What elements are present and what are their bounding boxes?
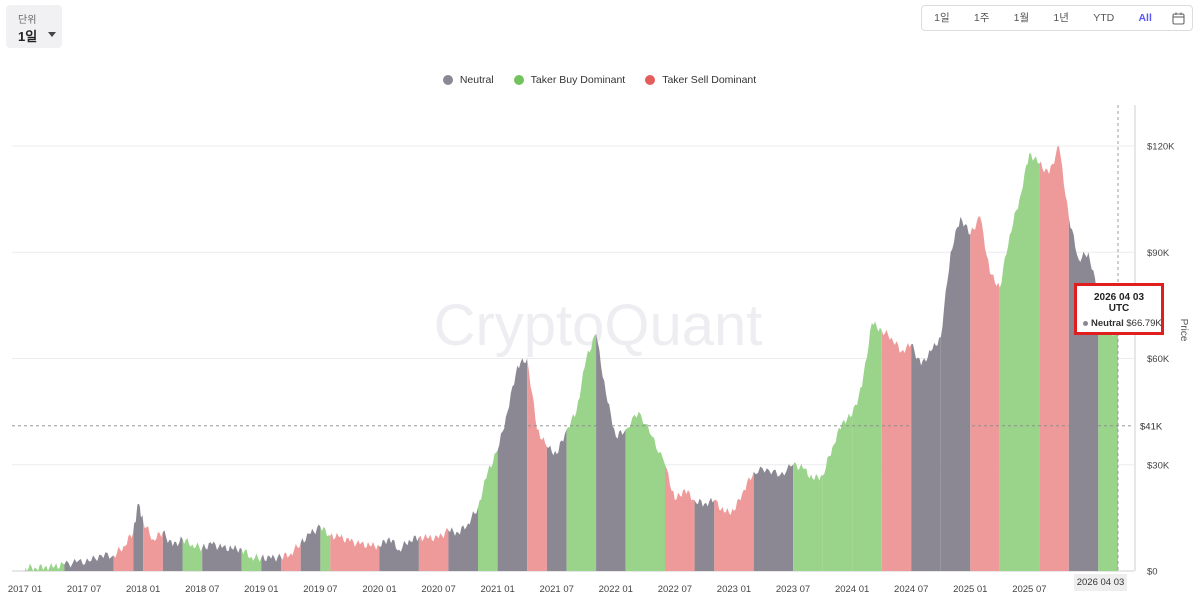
legend-dot-neutral [442,75,453,85]
legend-label-taker-buy: Taker Buy Dominant [530,74,626,86]
price-area-segment [566,333,597,571]
y-tick-label: $30K [1147,460,1170,471]
price-area-segment [665,464,695,571]
tooltip-value: $66.79K [1126,318,1162,329]
legend-label-taker-sell: Taker Sell Dominant [662,74,757,86]
chart-legend: Neutral Taker Buy Dominant Taker Sell Do… [0,74,1199,86]
x-tick-label: 2022 07 [658,584,692,595]
x-tick-label: 2025 01 [953,584,987,595]
x-tick-label: 2023 01 [717,584,751,595]
caret-down-icon[interactable] [48,32,56,37]
unit-value[interactable]: 1일 [18,29,38,44]
y-tick-label: $0 [1147,567,1158,578]
price-area-segment [881,329,912,571]
price-area-segment [25,562,65,572]
price-area-segment [822,413,853,571]
legend-item-neutral[interactable]: Neutral [442,74,494,86]
price-area-segment [418,527,449,571]
price-area-segment [694,497,715,571]
range-ytd-button[interactable]: YTD [1093,12,1115,24]
price-area-segment [497,358,528,571]
range-1w-button[interactable]: 1주 [973,12,990,24]
y-tick-label: $60K [1147,354,1170,365]
crosshair-date-label: 2026 04 03 [1074,574,1127,591]
price-area-segment [64,552,114,571]
price-area-segment [911,337,941,571]
price-area-segment [281,542,301,571]
hover-tooltip: 2026 04 03 UTC Neutral $66.79K [1074,283,1164,335]
price-area-segment [478,450,498,571]
x-tick-label: 2019 07 [303,584,337,595]
price-area-segment [182,538,203,571]
price-area-segment [970,216,1000,571]
unit-selector[interactable]: 단위 1일 [6,5,62,48]
x-tick-label: 2025 07 [1012,584,1046,595]
x-tick-label: 2021 01 [480,584,514,595]
unit-label: 단위 [18,15,37,26]
price-area-segment [793,462,823,571]
legend-item-taker-sell[interactable]: Taker Sell Dominant [645,74,756,86]
price-area-segment [596,333,626,571]
price-area-segment [162,530,183,571]
price-area-segment [753,464,794,571]
price-area-segment [714,471,754,571]
price-area-segment [1039,146,1069,571]
x-tick-label: 2023 07 [776,584,810,595]
price-area-segment [1068,216,1099,572]
x-tick-label: 2024 07 [894,584,928,595]
range-1y-button[interactable]: 1년 [1053,12,1069,24]
x-tick-label: 2021 07 [540,584,574,595]
x-tick-label: 2018 01 [126,584,160,595]
tooltip-row: Neutral $66.79K [1083,318,1162,329]
x-tick-label: 2022 01 [599,584,633,595]
x-tick-label: 2020 07 [421,584,455,595]
crosshair-price-label: $41K [1140,421,1163,432]
y-axis: $0 $30K $60K $90K $120K [1134,105,1175,578]
x-tick-label: 2018 07 [185,584,219,595]
legend-dot-taker-sell [645,75,656,85]
range-selector: 1일 1주 1월 1년 YTD All [921,5,1193,31]
price-area-segment [320,526,331,571]
price-area-segment [241,549,262,571]
price-area-segment [1098,294,1118,571]
price-area-segment [133,503,144,571]
range-all-button[interactable]: All [1138,12,1152,24]
price-area-segment [625,411,665,571]
price-area-segment [113,532,134,571]
price-area-segment [330,532,380,571]
y-axis-label: Price [1178,319,1189,342]
range-1m-button[interactable]: 1월 [1013,12,1030,24]
calendar-icon[interactable] [1164,12,1192,25]
price-area-segment [448,507,478,571]
y-tick-label: $90K [1147,248,1170,259]
price-areas [25,146,1118,572]
tooltip-date: 2026 04 03 UTC [1093,292,1145,314]
price-area-segment [852,321,882,571]
price-area-segment [546,429,567,571]
y-tick-label: $120K [1147,142,1175,153]
price-area-segment [143,521,163,571]
tooltip-dot [1083,320,1088,326]
x-tick-label: 2020 01 [362,584,396,595]
range-1d-button[interactable]: 1일 [934,12,950,24]
price-area-segment [261,553,281,571]
legend-item-taker-buy[interactable]: Taker Buy Dominant [513,74,626,86]
x-tick-label: 2019 01 [244,584,278,595]
x-tick-label: 2024 01 [835,584,869,595]
price-area-segment [300,524,321,571]
legend-dot-taker-buy [513,75,524,85]
x-tick-label: 2017 07 [67,584,101,595]
tooltip-series: Neutral [1091,318,1124,329]
x-tick-label: 2017 01 [8,584,42,595]
price-area-segment [379,535,419,571]
legend-label-neutral: Neutral [459,74,494,86]
price-area-segment [940,216,971,572]
price-area-segment [527,358,547,571]
price-area-segment [202,541,242,571]
x-axis: 2017 01 2017 07 2018 01 2018 07 2019 01 2019 … [8,584,1047,595]
price-area-segment [999,153,1040,571]
